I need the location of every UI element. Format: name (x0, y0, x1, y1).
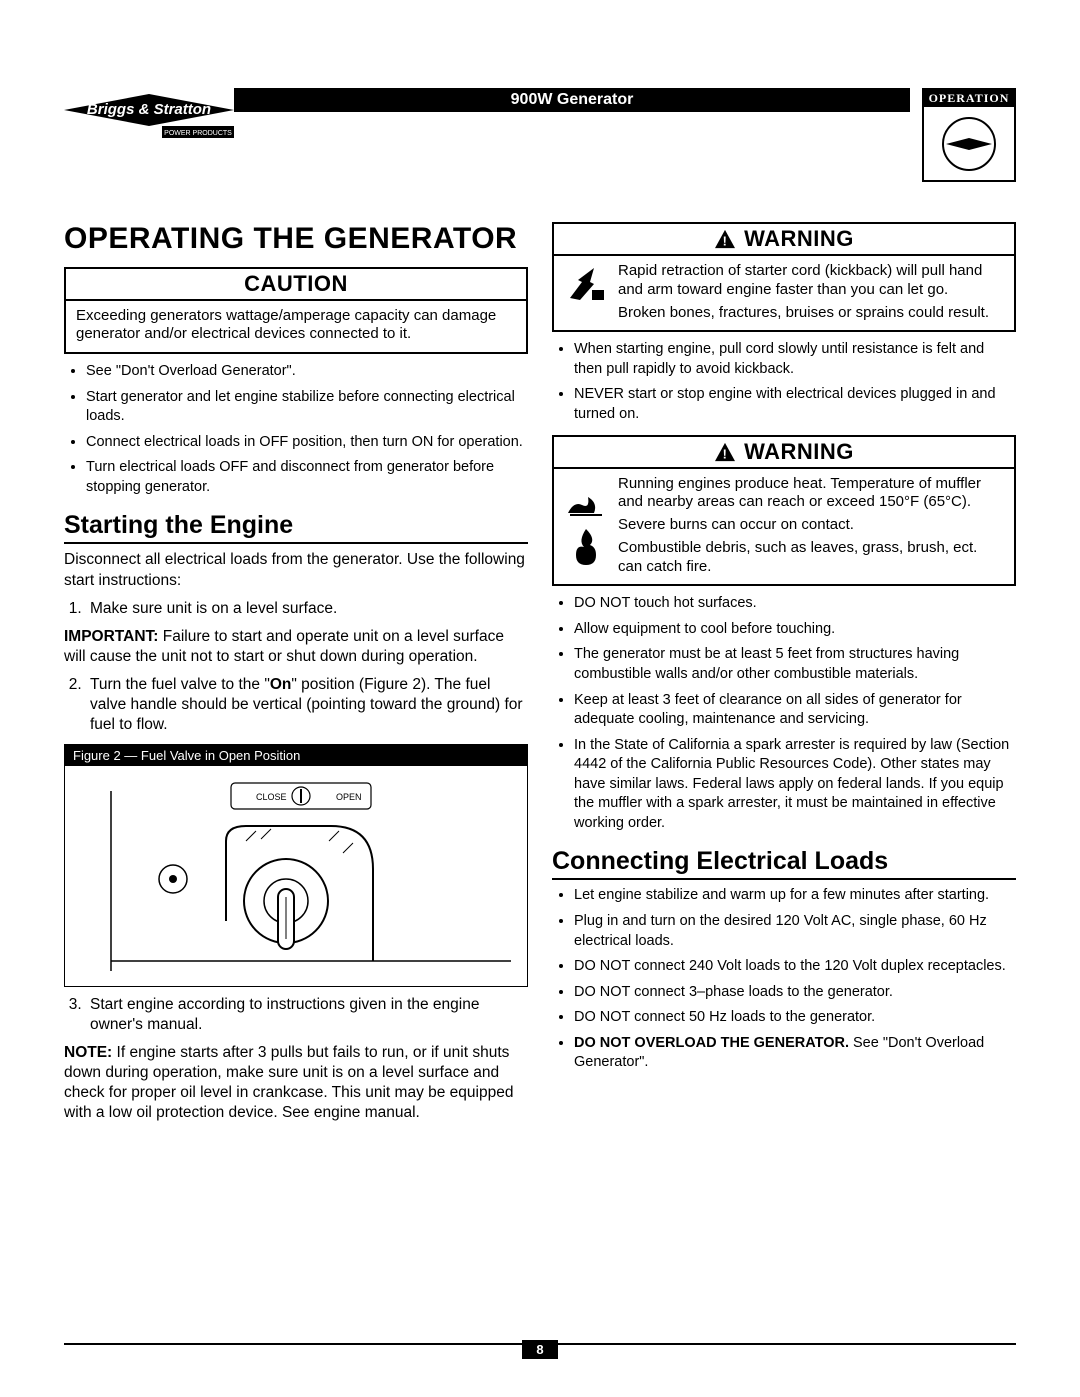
connect-bullets: Let engine stabilize and warm up for a f… (574, 886, 1016, 1073)
warn1-line2: Broken bones, fractures, bruises or spra… (618, 304, 1004, 323)
warning-body-1: Rapid retraction of starter cord (kickba… (554, 256, 1014, 330)
operation-badge-title: OPERATION (924, 90, 1014, 107)
warn2-line3: Combustible debris, such as leaves, gras… (618, 539, 1004, 577)
svg-text:!: ! (723, 233, 728, 248)
starting-steps-3: Start engine according to instructions g… (86, 995, 528, 1035)
caution-title: CAUTION (66, 269, 526, 301)
fire-icon (564, 525, 608, 569)
list-item: Turn electrical loads OFF and disconnect… (86, 458, 528, 497)
list-item: DO NOT connect 3–phase loads to the gene… (574, 983, 1016, 1003)
starting-intro: Disconnect all electrical loads from the… (64, 550, 528, 590)
list-item: When starting engine, pull cord slowly u… (574, 340, 1016, 379)
note-label: NOTE: (64, 1044, 112, 1061)
list-item: Keep at least 3 feet of clearance on all… (574, 691, 1016, 730)
warning-box-2: ! WARNING Running engines produce heat. … (552, 435, 1016, 587)
list-item: Let engine stabilize and warm up for a f… (574, 886, 1016, 906)
warning-triangle-icon: ! (714, 442, 736, 462)
figure-caption: Figure 2 — Fuel Valve in Open Position (65, 745, 527, 766)
important-note: IMPORTANT: Failure to start and operate … (64, 627, 528, 667)
connect-last-bold: DO NOT OVERLOAD THE GENERATOR. (574, 1035, 849, 1051)
caution-bullets: See "Don't Overload Generator". Start ge… (86, 362, 528, 497)
brand-sub: POWER PRODUCTS (164, 130, 232, 137)
left-column: OPERATING THE GENERATOR CAUTION Exceedin… (64, 222, 528, 1131)
caution-body: Exceeding generators wattage/amperage ca… (66, 301, 526, 353)
content-columns: OPERATING THE GENERATOR CAUTION Exceedin… (64, 222, 1016, 1131)
starting-heading: Starting the Engine (64, 511, 528, 544)
note-text: If engine starts after 3 pulls but fails… (64, 1044, 513, 1121)
list-item: Connect electrical loads in OFF position… (86, 433, 528, 453)
operation-badge-icon (934, 116, 1004, 172)
figure-2: Figure 2 — Fuel Valve in Open Position C… (64, 744, 528, 987)
kickback-icon (564, 262, 608, 306)
page-header: Briggs & Stratton POWER PRODUCTS 900W Ge… (64, 88, 1016, 178)
svg-text:OPEN: OPEN (336, 792, 362, 802)
right-column: ! WARNING Rapid retraction of starter co… (552, 222, 1016, 1131)
fuel-valve-diagram-icon: CLOSE OPEN (81, 771, 511, 981)
warn1-bullets: When starting engine, pull cord slowly u… (574, 340, 1016, 424)
list-item: DO NOT connect 50 Hz loads to the genera… (574, 1008, 1016, 1028)
list-item: See "Don't Overload Generator". (86, 362, 528, 382)
list-item: Plug in and turn on the desired 120 Volt… (574, 912, 1016, 951)
operation-badge: OPERATION (922, 88, 1016, 182)
figure-body: CLOSE OPEN (65, 766, 527, 986)
note-paragraph: NOTE: If engine starts after 3 pulls but… (64, 1043, 528, 1124)
list-item: DO NOT touch hot surfaces. (574, 594, 1016, 614)
page-number: 8 (522, 1340, 558, 1359)
starting-steps-2: Turn the fuel valve to the "On" position… (86, 675, 528, 735)
warning-title-2: ! WARNING (554, 437, 1014, 469)
list-item: DO NOT OVERLOAD THE GENERATOR. See "Don'… (574, 1034, 1016, 1073)
list-item: Start generator and let engine stabilize… (86, 388, 528, 427)
document-title-bar: 900W Generator (234, 88, 910, 112)
list-item: Allow equipment to cool before touching. (574, 620, 1016, 640)
hot-surface-icon (564, 475, 608, 519)
warn2-bullets: DO NOT touch hot surfaces. Allow equipme… (574, 594, 1016, 833)
connecting-heading: Connecting Electrical Loads (552, 847, 1016, 880)
step-2: Turn the fuel valve to the "On" position… (86, 675, 528, 735)
svg-text:!: ! (723, 446, 728, 461)
briggs-stratton-logo-icon: Briggs & Stratton POWER PRODUCTS (64, 88, 234, 148)
starting-steps: Make sure unit is on a level surface. (86, 599, 528, 619)
list-item: In the State of California a spark arres… (574, 736, 1016, 834)
brand-logo: Briggs & Stratton POWER PRODUCTS (64, 88, 244, 153)
list-item: The generator must be at least 5 feet fr… (574, 645, 1016, 684)
svg-text:CLOSE: CLOSE (256, 792, 287, 802)
warning-triangle-icon: ! (714, 229, 736, 249)
main-heading: OPERATING THE GENERATOR (64, 222, 528, 257)
warning-title-1: ! WARNING (554, 224, 1014, 256)
step-1: Make sure unit is on a level surface. (86, 599, 528, 619)
important-label: IMPORTANT: (64, 628, 158, 645)
list-item: DO NOT connect 240 Volt loads to the 120… (574, 957, 1016, 977)
warn2-line2: Severe burns can occur on contact. (618, 516, 1004, 535)
brand-name: Briggs & Stratton (87, 101, 211, 118)
caution-box: CAUTION Exceeding generators wattage/amp… (64, 267, 528, 355)
warning-box-1: ! WARNING Rapid retraction of starter co… (552, 222, 1016, 332)
step-3: Start engine according to instructions g… (86, 995, 528, 1035)
warn1-line1: Rapid retraction of starter cord (kickba… (618, 262, 1004, 300)
list-item: NEVER start or stop engine with electric… (574, 385, 1016, 424)
warn2-line1: Running engines produce heat. Temperatur… (618, 475, 1004, 513)
warning-body-2: Running engines produce heat. Temperatur… (554, 469, 1014, 585)
